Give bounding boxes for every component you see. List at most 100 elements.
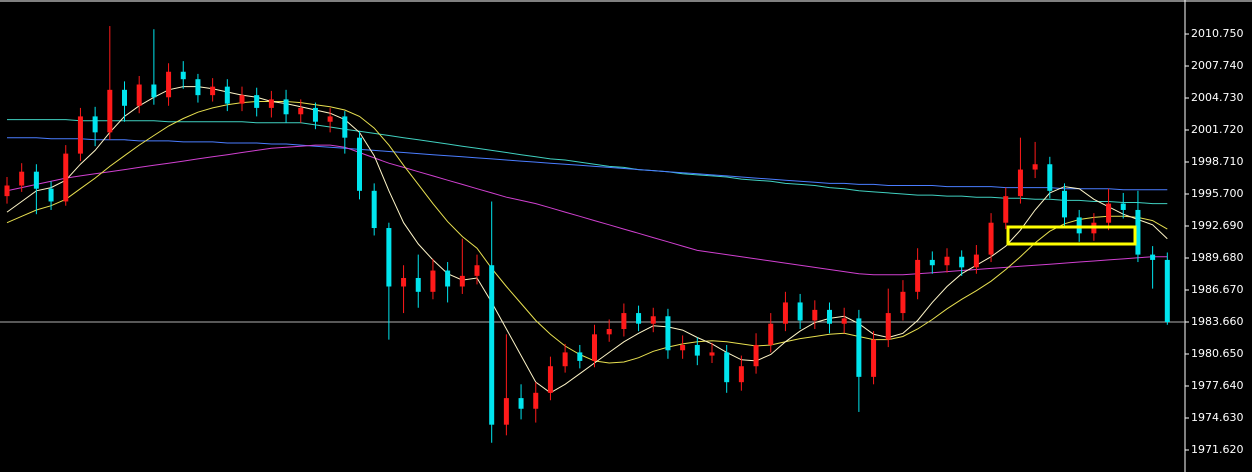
candle-body <box>19 171 25 186</box>
candle-body <box>474 265 480 276</box>
y-tick-label: 1977.640 <box>1191 379 1244 392</box>
candle-body <box>445 270 451 287</box>
y-tick-label: 1986.670 <box>1191 283 1244 296</box>
candle-body <box>562 352 568 367</box>
moving-average-line <box>6 144 1168 276</box>
candle-body <box>606 329 612 335</box>
y-tick-label: 1980.650 <box>1191 347 1244 360</box>
candle-body <box>1135 209 1141 255</box>
candle-body <box>724 352 730 383</box>
candle-body <box>1150 254 1156 260</box>
candle-body <box>547 366 553 393</box>
candle-body <box>680 344 686 351</box>
candle-body <box>430 270 436 292</box>
candle-body <box>489 265 495 425</box>
candle-body <box>988 222 994 255</box>
candle-body <box>195 79 201 96</box>
candle-body <box>371 190 377 229</box>
candle-body <box>900 291 906 314</box>
candle-body <box>533 392 539 409</box>
candle-body <box>841 318 847 324</box>
candle-body <box>4 185 10 197</box>
candle-body <box>812 309 818 321</box>
moving-average-line <box>7 137 1168 191</box>
candle-body <box>92 116 98 133</box>
y-tick-label: 2007.740 <box>1191 59 1244 72</box>
candle-body <box>1076 217 1082 234</box>
candle-body <box>151 84 157 98</box>
candle-body <box>386 228 392 287</box>
candle-body <box>327 116 333 122</box>
candle-body <box>107 89 113 133</box>
candle-body <box>1017 169 1023 197</box>
candle-body <box>738 366 744 383</box>
candle-body <box>1003 196 1009 223</box>
moving-average-line <box>6 101 1168 364</box>
candle-body <box>665 316 671 351</box>
candle-body <box>973 254 979 268</box>
candle-body <box>63 153 69 202</box>
candle-body <box>782 302 788 324</box>
candle-body <box>48 188 54 202</box>
y-tick-label: 1992.690 <box>1191 219 1244 232</box>
candle-body <box>871 339 877 377</box>
candle-body <box>357 137 362 191</box>
candle-body <box>621 313 627 330</box>
y-tick-label: 2010.750 <box>1191 27 1244 40</box>
candle-body <box>929 259 935 266</box>
candle-body <box>592 334 597 361</box>
candle-body <box>283 99 289 115</box>
y-tick-label: 1983.660 <box>1191 315 1244 328</box>
y-tick-label: 1995.700 <box>1191 187 1244 200</box>
candle-body <box>1047 164 1053 191</box>
candle-body <box>856 318 862 377</box>
candle-body <box>268 99 274 108</box>
candle-body <box>1164 259 1170 323</box>
candle-body <box>1120 203 1126 210</box>
candle-body <box>694 344 700 356</box>
y-tick-label: 2001.720 <box>1191 123 1244 136</box>
candle-body <box>312 107 318 122</box>
plot-area <box>0 26 1185 443</box>
candle-body <box>180 71 186 80</box>
candle-body <box>518 398 524 409</box>
candle-body <box>944 256 950 266</box>
candle-body <box>136 84 142 106</box>
candle-body <box>1062 190 1067 218</box>
candle-body <box>342 116 348 138</box>
candle-body <box>768 323 774 345</box>
y-tick-label: 2004.730 <box>1191 91 1244 104</box>
candle-body <box>650 316 656 324</box>
candle-body <box>122 89 127 106</box>
candle-body <box>33 171 39 189</box>
highlight-box <box>1006 225 1137 246</box>
candle-body <box>459 275 465 287</box>
candle-body <box>577 352 583 361</box>
candle-body <box>1032 164 1038 170</box>
candle-body <box>254 95 260 108</box>
candle-body <box>1106 203 1112 223</box>
candle-body <box>885 313 891 340</box>
y-tick-label: 1989.680 <box>1191 251 1244 264</box>
y-tick-label: 1974.630 <box>1191 411 1244 424</box>
candle-body <box>298 107 304 115</box>
candle-body <box>239 95 245 104</box>
candle-body <box>915 259 921 292</box>
candle-body <box>753 344 759 367</box>
y-tick-label: 1971.620 <box>1191 443 1244 456</box>
y-tick-label: 1998.710 <box>1191 155 1244 168</box>
candle-body <box>401 277 407 287</box>
candle-body <box>415 277 421 292</box>
moving-average-line <box>7 119 1168 205</box>
candle-body <box>210 86 216 96</box>
candle-body <box>797 302 803 321</box>
candle-body <box>827 309 832 324</box>
candle-body <box>166 71 172 98</box>
candle-body <box>77 116 83 154</box>
candle-body <box>224 86 230 104</box>
candle-body <box>709 352 715 356</box>
candle-body <box>636 313 642 324</box>
